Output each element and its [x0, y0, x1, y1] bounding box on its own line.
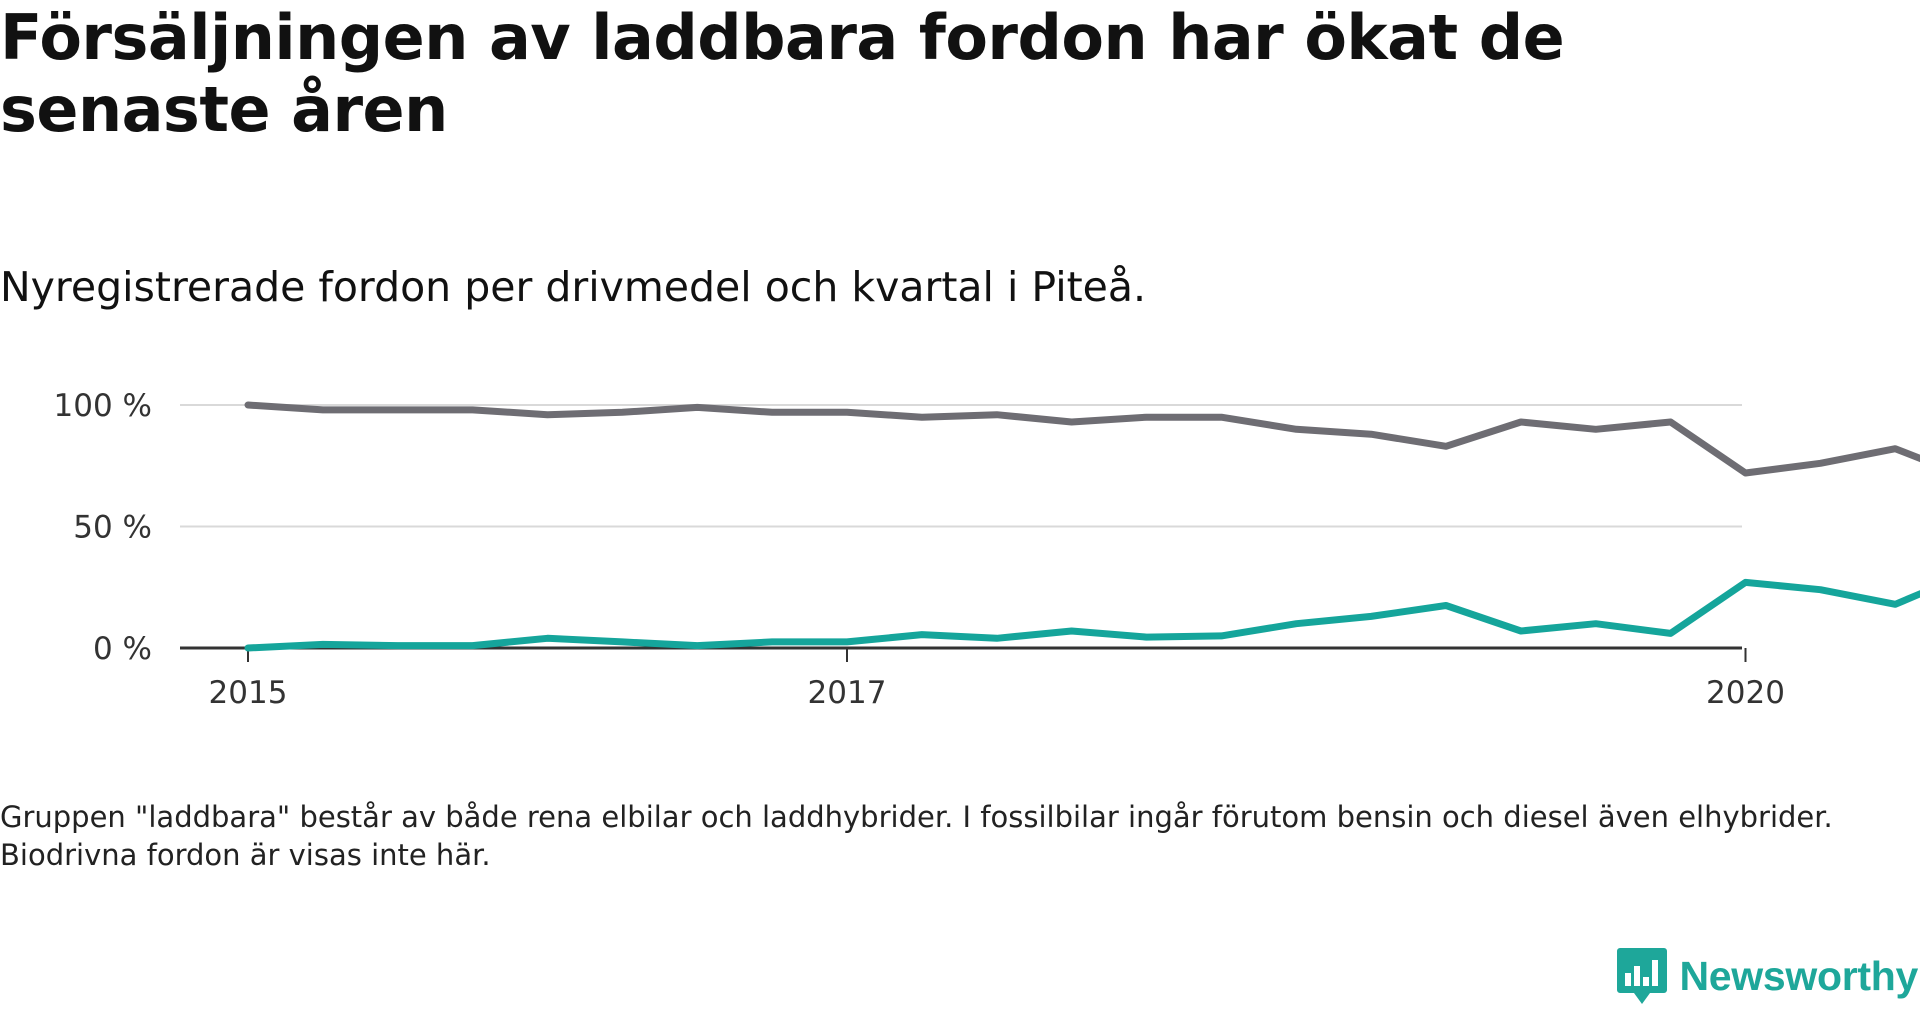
series-line-laddbara — [244, 578, 1920, 652]
line-chart: 0 %50 %100 % 20152017202020222024 laddba… — [54, 388, 1920, 711]
y-tick-label: 0 % — [93, 631, 152, 667]
chart-title: Försäljningen av laddbara fordon har öka… — [0, 1, 1565, 146]
x-tick-label: 2020 — [1706, 675, 1785, 711]
series-line-fossilbilar — [244, 401, 1920, 477]
x-axis-ticks: 20152017202020222024 — [209, 648, 1785, 711]
y-axis-ticks: 0 % 50 % 100 % — [54, 388, 152, 667]
chart-footnote: Gruppen "laddbara" består av både rena e… — [0, 800, 1833, 872]
y-tick-label: 50 % — [73, 510, 152, 546]
newsworthy-logo-icon — [1616, 948, 1667, 1004]
brand-logo: Newsworthy — [1616, 946, 1919, 1006]
chart-subtitle: Nyregistrerade fordon per drivmedel och … — [0, 263, 1147, 311]
x-tick-label: 2015 — [209, 675, 288, 711]
x-tick-label: 2017 — [808, 675, 887, 711]
brand-name: Newsworthy — [1679, 952, 1919, 999]
series-lines — [244, 401, 1920, 652]
gridlines — [180, 404, 1742, 650]
y-tick-label: 100 % — [54, 388, 152, 424]
